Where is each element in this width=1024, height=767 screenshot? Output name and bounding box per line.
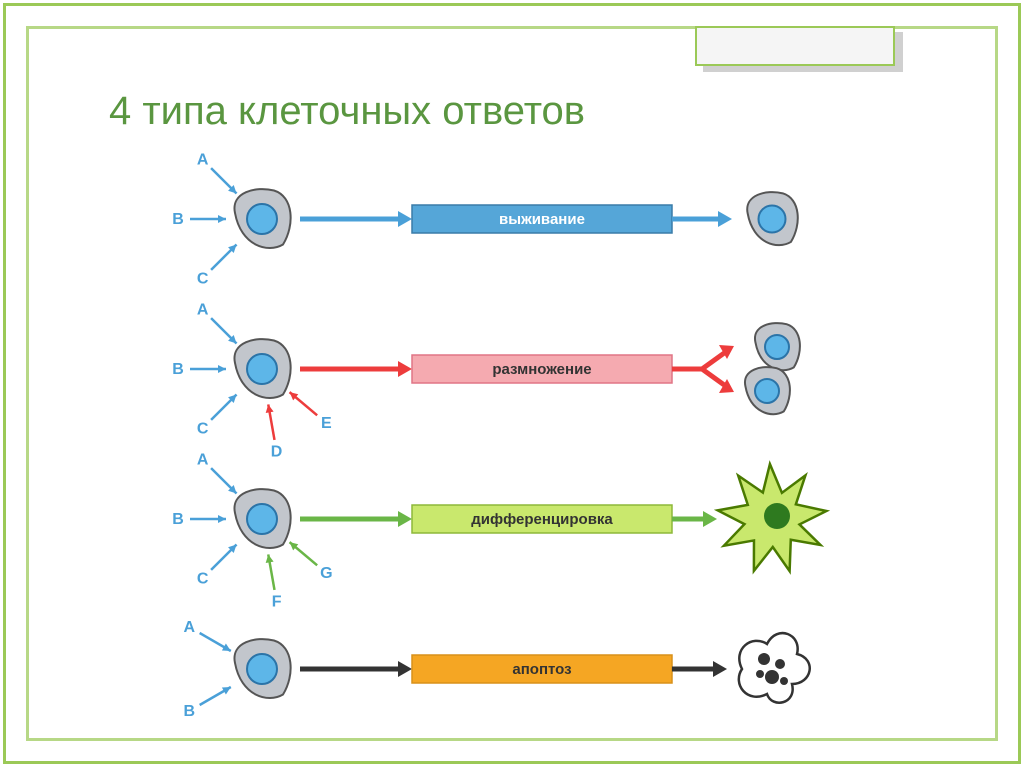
cell-response-diagram: A B Cвыживание A B C D Eразмножение A B C F Gдиффере… <box>109 144 915 744</box>
svg-text:F: F <box>272 594 282 611</box>
content-area: 4 типа клеточных ответов A B Cвыживание A B C… <box>89 84 935 708</box>
svg-text:дифференцировка: дифференцировка <box>471 511 613 528</box>
svg-text:B: B <box>172 211 184 228</box>
svg-text:C: C <box>197 570 209 587</box>
svg-text:A: A <box>197 302 209 319</box>
svg-text:размножение: размножение <box>492 361 591 378</box>
svg-text:выживание: выживание <box>499 211 585 228</box>
row-0: A B Cвыживание <box>172 152 798 288</box>
svg-text:A: A <box>197 152 209 169</box>
svg-text:B: B <box>172 511 184 528</box>
corner-element <box>695 26 895 66</box>
svg-text:B: B <box>172 361 184 378</box>
row-2: A B C F Gдифференцировка <box>172 452 826 611</box>
svg-text:C: C <box>197 420 209 437</box>
row-1: A B C D Eразмножение <box>172 302 800 461</box>
svg-text:A: A <box>183 619 195 636</box>
svg-text:A: A <box>197 452 209 469</box>
svg-text:C: C <box>197 270 209 287</box>
outer-frame: 4 типа клеточных ответов A B Cвыживание A B C… <box>3 3 1021 764</box>
svg-text:B: B <box>183 703 195 720</box>
inner-frame: 4 типа клеточных ответов A B Cвыживание A B C… <box>26 26 998 741</box>
svg-text:G: G <box>320 565 332 582</box>
svg-text:апоптоз: апоптоз <box>512 661 571 678</box>
page-title: 4 типа клеточных ответов <box>109 89 915 134</box>
row-3: A Bапоптоз <box>183 619 809 720</box>
svg-text:E: E <box>321 415 332 432</box>
svg-text:D: D <box>271 444 283 461</box>
